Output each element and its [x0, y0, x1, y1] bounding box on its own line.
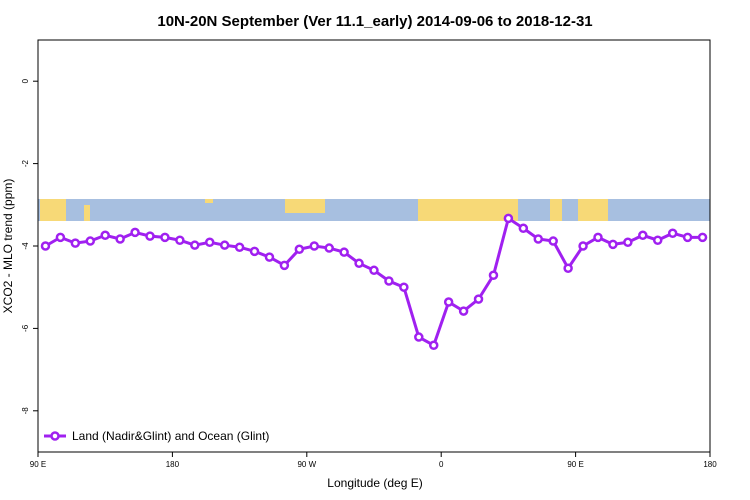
x-tick-label: 180: [166, 460, 180, 469]
data-point: [533, 234, 544, 244]
data-point: [638, 230, 648, 241]
y-tick-label: -2: [21, 159, 30, 167]
data-point: [414, 332, 424, 342]
x-tick-label: 90 E: [30, 460, 46, 469]
data-point: [175, 235, 185, 245]
data-point: [279, 260, 290, 271]
data-point: [623, 237, 633, 248]
y-axis-label: XCO2 - MLO trend (ppm): [1, 179, 15, 314]
data-point: [100, 230, 110, 241]
data-point: [503, 213, 514, 224]
data-point: [309, 241, 320, 251]
data-point: [652, 235, 663, 245]
legend-label: Land (Nadir&Glint) and Ocean (Glint): [72, 429, 269, 443]
x-axis-label: Longitude (deg E): [327, 476, 422, 490]
x-tick-label: 90 W: [297, 460, 316, 469]
map-band: [38, 199, 710, 221]
data-point: [264, 252, 275, 262]
data-point: [85, 236, 96, 246]
data-point: [608, 239, 618, 250]
data-point: [354, 258, 364, 269]
y-tick-label: -6: [21, 324, 30, 332]
data-point: [697, 232, 708, 243]
x-tick-label: 90 E: [567, 460, 583, 469]
data-point: [548, 236, 558, 246]
data-point: [563, 263, 573, 273]
data-point: [145, 231, 155, 241]
y-tick-label: -4: [21, 242, 30, 250]
data-point: [249, 246, 260, 257]
data-point: [339, 247, 349, 257]
data-point: [204, 237, 215, 248]
data-point: [40, 241, 51, 251]
data-point: [234, 242, 245, 252]
chart-title: 10N-20N September (Ver 11.1_early) 2014-…: [157, 13, 592, 30]
data-point: [443, 297, 454, 307]
data-point: [160, 232, 170, 243]
data-point: [593, 232, 603, 243]
data-point: [428, 340, 439, 351]
data-point: [667, 228, 678, 238]
data-point: [578, 241, 588, 251]
data-point: [399, 282, 409, 292]
data-point: [70, 238, 81, 248]
data-point: [115, 234, 125, 244]
data-point: [488, 270, 499, 281]
data-point: [294, 244, 305, 255]
data-point: [190, 240, 200, 250]
data-point: [219, 240, 230, 250]
data-point: [682, 232, 693, 243]
x-tick-label: 180: [703, 460, 717, 469]
data-point: [384, 276, 394, 286]
legend-marker: [50, 431, 60, 441]
data-point: [130, 227, 140, 238]
data-point: [473, 294, 484, 304]
data-point: [369, 265, 379, 276]
data-point: [55, 232, 66, 243]
data-point: [324, 243, 334, 253]
y-tick-label: 0: [21, 78, 30, 83]
y-tick-label: -8: [21, 407, 30, 415]
x-tick-label: 0: [439, 460, 444, 469]
series-line: [44, 215, 703, 348]
data-point: [518, 223, 529, 234]
data-point: [458, 306, 469, 316]
